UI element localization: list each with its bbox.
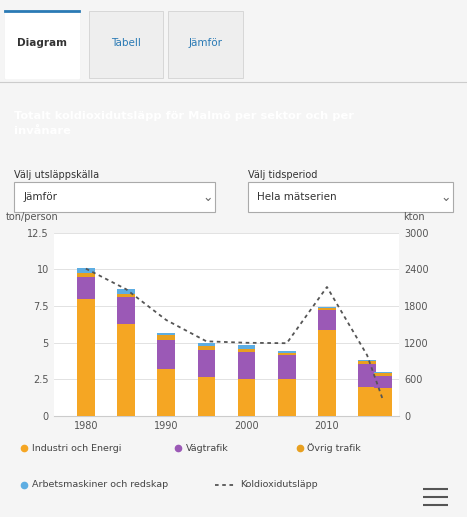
Bar (198, 376, 215, 416)
Bar (238, 348, 255, 352)
Bar (238, 352, 255, 379)
Bar (318, 311, 336, 329)
Bar (117, 324, 135, 416)
Text: Industri och Energi: Industri och Energi (32, 444, 121, 453)
Text: Tabell: Tabell (111, 38, 141, 48)
Text: Övrig trafik: Övrig trafik (307, 444, 361, 453)
Bar (157, 340, 175, 369)
Bar (198, 350, 215, 376)
Bar (358, 361, 376, 364)
Bar (318, 329, 336, 416)
Bar (117, 297, 135, 324)
Text: Jämför: Jämför (23, 192, 57, 202)
Text: Välj utsläppskälla: Välj utsläppskälla (14, 170, 99, 180)
Bar (238, 379, 255, 416)
Bar (318, 307, 336, 308)
Bar (278, 355, 296, 379)
Bar (157, 333, 175, 336)
Bar (358, 364, 376, 387)
Text: Jämför: Jämför (189, 38, 222, 48)
Bar (77, 299, 95, 416)
Bar (117, 289, 135, 294)
Text: Diagram: Diagram (17, 38, 67, 48)
Bar (77, 268, 95, 273)
Bar (358, 387, 376, 416)
Bar (198, 346, 215, 350)
Bar (375, 388, 392, 416)
Bar (238, 345, 255, 348)
Bar (77, 277, 95, 299)
Text: ⌄: ⌄ (203, 191, 213, 204)
Text: ⌄: ⌄ (441, 191, 451, 204)
Text: Totalt koldioxidutsläpp för Malmö per sektor och per
invånare: Totalt koldioxidutsläpp för Malmö per se… (14, 111, 354, 135)
Bar (278, 353, 296, 355)
Bar (157, 369, 175, 416)
Polygon shape (5, 11, 79, 78)
Bar (318, 308, 336, 311)
Bar (375, 376, 392, 388)
FancyBboxPatch shape (168, 11, 243, 78)
Bar (278, 379, 296, 416)
Text: Hela mätserien: Hela mätserien (257, 192, 337, 202)
Bar (358, 360, 376, 361)
Bar (77, 273, 95, 277)
Text: ton/person: ton/person (5, 211, 58, 222)
FancyBboxPatch shape (14, 183, 215, 212)
Text: Välj tidsperiod: Välj tidsperiod (248, 170, 317, 180)
FancyBboxPatch shape (248, 183, 453, 212)
Bar (278, 351, 296, 353)
Text: Vägtrafik: Vägtrafik (186, 444, 229, 453)
Text: kton: kton (403, 211, 425, 222)
Bar (198, 343, 215, 346)
Text: Koldioxidutsläpp: Koldioxidutsläpp (241, 480, 318, 489)
Bar (157, 336, 175, 340)
Bar (375, 373, 392, 376)
Bar (375, 372, 392, 373)
FancyBboxPatch shape (89, 11, 163, 78)
Bar (117, 294, 135, 297)
Text: Arbetsmaskiner och redskap: Arbetsmaskiner och redskap (32, 480, 168, 489)
